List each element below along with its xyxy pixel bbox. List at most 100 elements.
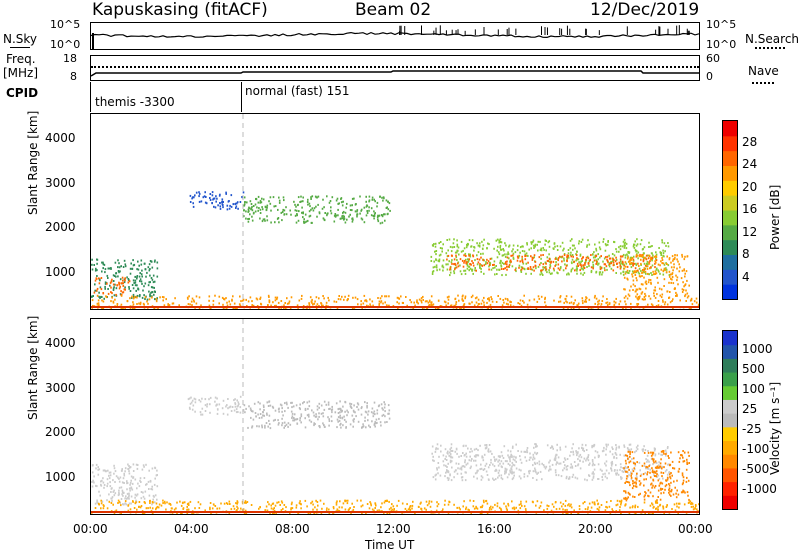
velocity-heatmap xyxy=(91,319,699,514)
velocity-echo-region-2 xyxy=(243,400,391,430)
velocity-echo-region-3 xyxy=(431,443,671,482)
x-tick-1: 04:00 xyxy=(174,522,209,536)
x-tick-2: 08:00 xyxy=(275,522,310,536)
nave-tick-top: 60 xyxy=(706,52,720,65)
power-colorbar-tick: 24 xyxy=(742,157,758,171)
velocity-echo-region-1 xyxy=(187,395,245,416)
velocity-colorbar-swatch-5 xyxy=(723,426,737,442)
power-colorbar-tick: 4 xyxy=(742,269,750,284)
velocity-colorbar-tick: -1000 xyxy=(742,482,777,496)
velocity-y-axis-label: Slant Range [km] xyxy=(26,315,40,420)
velocity-colorbar-swatch-1 xyxy=(723,481,737,496)
nave-trace xyxy=(91,66,699,68)
power-echo-region-2 xyxy=(189,191,245,211)
velocity-echo-region-4 xyxy=(623,450,690,502)
x-axis-label: Time UT xyxy=(365,538,415,552)
power-y-tick-3000: 3000 xyxy=(45,176,76,190)
power-colorbar-swatch-9 xyxy=(723,150,737,166)
power-colorbar-swatch-8 xyxy=(723,165,737,181)
cpid-divider-start xyxy=(90,82,91,112)
power-colorbar-swatch-2 xyxy=(723,254,737,270)
x-tick-6: 00:00 xyxy=(678,522,713,536)
velocity-panel xyxy=(90,318,700,515)
power-colorbar-swatch-10 xyxy=(723,135,737,152)
velocity-colorbar-swatch-6 xyxy=(723,413,737,428)
noise-trace xyxy=(91,25,699,49)
power-y-tick-4000: 4000 xyxy=(45,131,76,145)
freq-tick-top: 18 xyxy=(63,52,77,65)
velocity-colorbar-swatch-4 xyxy=(723,440,737,455)
x-tick-3: 12:00 xyxy=(376,522,411,536)
velocity-colorbar-tick: 500 xyxy=(742,362,765,376)
cpid-mode-2: normal (fast) 151 xyxy=(245,84,350,98)
vel-y-tick-2000: 2000 xyxy=(45,425,76,439)
cpid-mode-1: themis -3300 xyxy=(95,95,175,109)
velocity-colorbar-tick: 1000 xyxy=(742,342,773,356)
velocity-colorbar-tick: 100 xyxy=(742,382,765,396)
nsearch-legend-line xyxy=(755,47,785,49)
x-tick-4: 16:00 xyxy=(477,522,512,536)
power-colorbar-swatch-5 xyxy=(723,210,737,226)
power-colorbar-label: Power [dB] xyxy=(768,184,782,250)
velocity-colorbar-tick: 25 xyxy=(742,402,758,416)
nsky-label: N.Sky xyxy=(3,32,38,46)
power-echo-region-5 xyxy=(446,253,658,272)
power-colorbar-tick: 12 xyxy=(742,224,758,239)
freq-tick-bottom: 8 xyxy=(70,70,77,83)
vel-y-tick-4000: 4000 xyxy=(45,336,76,350)
nave-tick-bottom: 0 xyxy=(706,70,713,83)
power-colorbar-swatch-7 xyxy=(723,180,737,196)
date-title: 12/Dec/2019 xyxy=(590,0,700,20)
velocity-colorbar-swatch-12 xyxy=(723,331,737,346)
velocity-colorbar-swatch-2 xyxy=(723,467,737,483)
power-colorbar-swatch-6 xyxy=(723,195,737,211)
vel-y-tick-3000: 3000 xyxy=(45,381,76,395)
velocity-colorbar-swatch-3 xyxy=(723,454,737,469)
power-colorbar-swatch-4 xyxy=(723,224,737,241)
noise-right-tick-bottom: 10^0 xyxy=(706,38,737,51)
freq-label: Freq. xyxy=(6,52,36,66)
freq-unit-label: [MHz] xyxy=(3,66,39,80)
power-colorbar-swatch-11 xyxy=(723,121,737,137)
velocity-colorbar-tick: -100 xyxy=(742,442,770,456)
velocity-colorbar-label: Velocity [m s⁻¹] xyxy=(768,381,782,475)
x-tick-0: 00:00 xyxy=(73,522,108,536)
nave-label: Nave xyxy=(748,64,779,78)
cpid-label: CPID xyxy=(6,86,39,100)
velocity-colorbar xyxy=(722,330,738,510)
freq-panel xyxy=(90,55,700,81)
velocity-colorbar-swatch-11 xyxy=(723,344,737,359)
power-colorbar-swatch-0 xyxy=(723,284,737,299)
noise-panel xyxy=(90,22,700,50)
power-echo-region-3 xyxy=(243,195,391,225)
x-tick-5: 20:00 xyxy=(578,522,613,536)
power-y-tick-2000: 2000 xyxy=(45,220,76,234)
noise-right-tick-top: 10^5 xyxy=(706,18,737,31)
power-colorbar-tick: 28 xyxy=(742,134,758,149)
power-y-axis-label: Slant Range [km] xyxy=(26,110,40,215)
power-ground-strip xyxy=(91,306,699,308)
velocity-colorbar-swatch-10 xyxy=(723,358,737,373)
power-colorbar xyxy=(722,120,738,300)
velocity-colorbar-swatch-7 xyxy=(723,399,737,414)
nsearch-label: N.Search xyxy=(745,32,800,46)
velocity-echo-region-5 xyxy=(91,499,699,514)
velocity-colorbar-swatch-9 xyxy=(723,372,737,387)
velocity-colorbar-swatch-0 xyxy=(723,495,737,509)
beam-title: Beam 02 xyxy=(355,0,432,20)
power-colorbar-swatch-3 xyxy=(723,239,737,255)
vel-y-tick-1000: 1000 xyxy=(45,470,76,484)
noise-left-tick-bottom: 10^0 xyxy=(50,38,81,51)
freq-trace xyxy=(91,70,699,77)
power-colorbar-tick: 20 xyxy=(742,179,758,194)
power-colorbar-tick: 8 xyxy=(742,247,750,261)
velocity-colorbar-tick: -25 xyxy=(742,422,762,436)
nave-legend-line xyxy=(752,82,774,84)
power-colorbar-swatch-1 xyxy=(723,269,737,285)
power-colorbar-tick: 16 xyxy=(742,202,758,216)
noise-left-tick-top: 10^5 xyxy=(50,18,81,31)
nsky-legend-line xyxy=(10,47,30,48)
velocity-echo-region-0 xyxy=(91,463,159,506)
power-heatmap xyxy=(91,114,699,309)
velocity-colorbar-tick: -500 xyxy=(742,462,770,476)
